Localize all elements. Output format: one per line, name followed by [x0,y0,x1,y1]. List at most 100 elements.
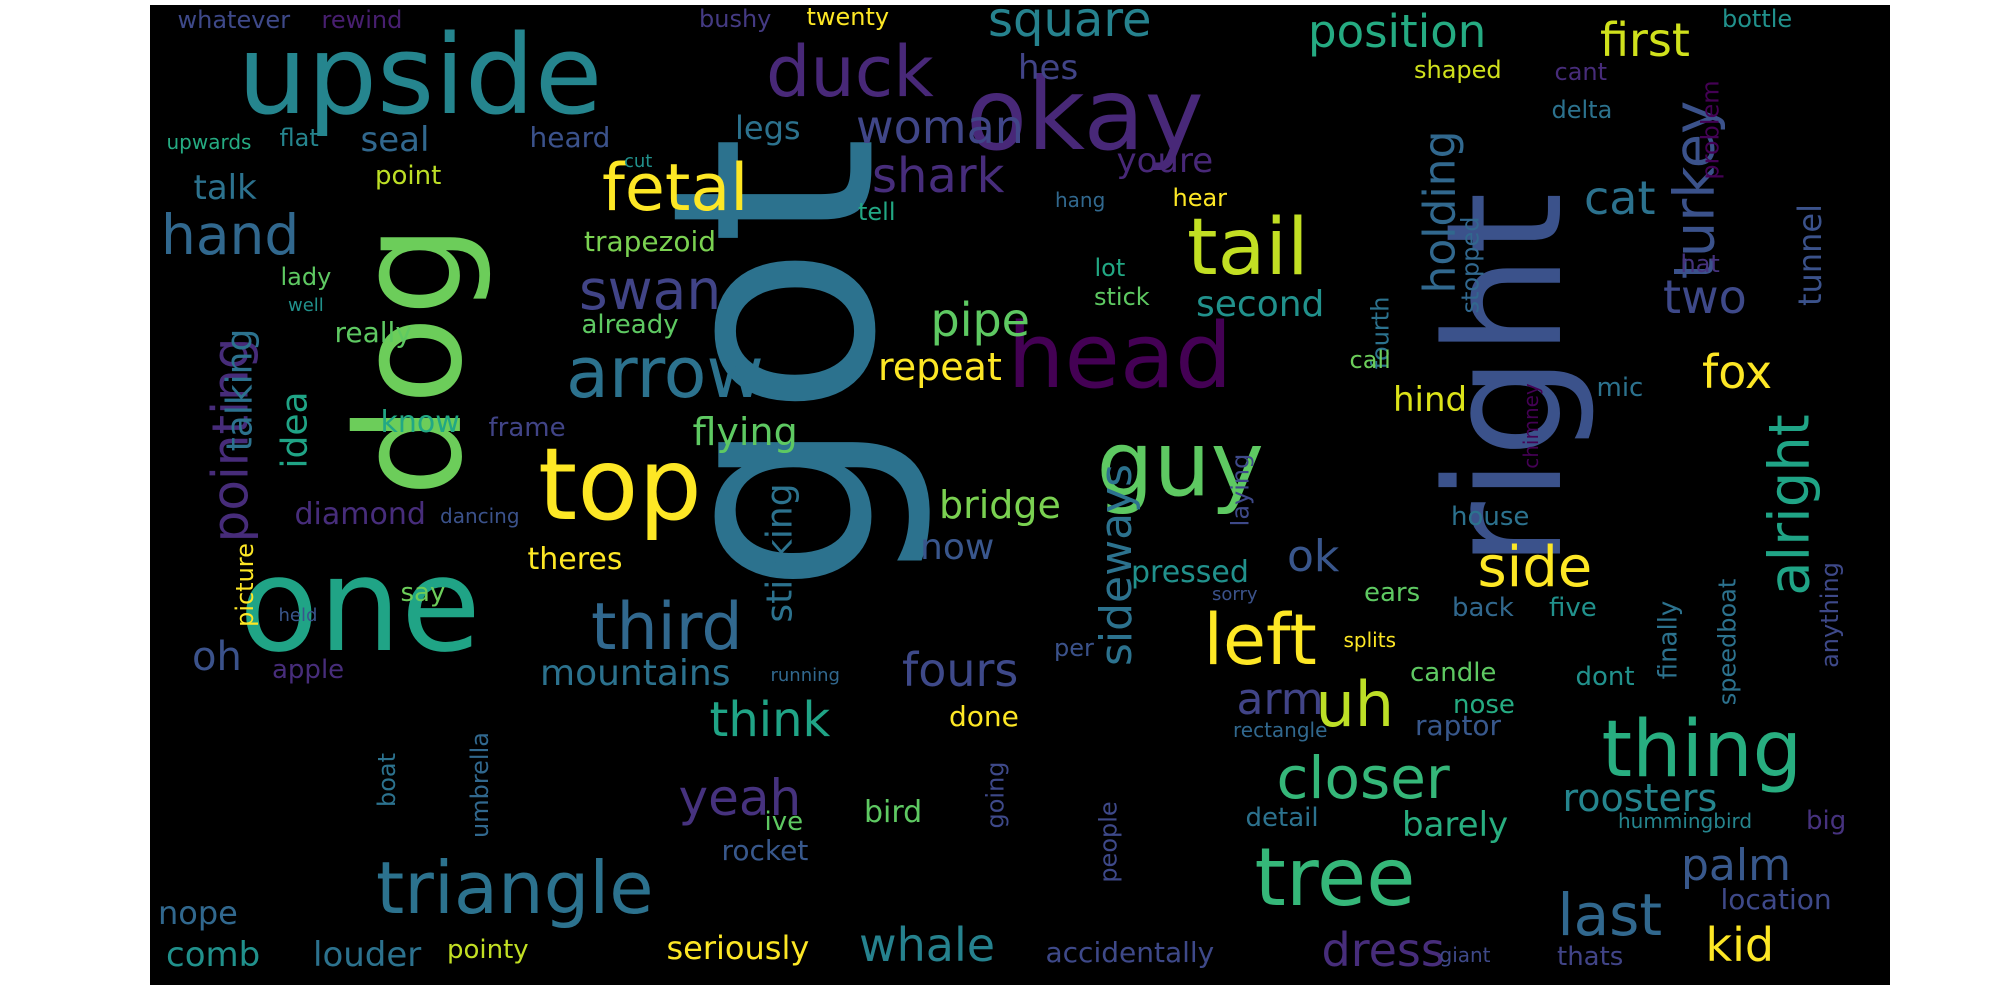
word-think: think [709,692,831,748]
word-mountains: mountains [540,653,731,694]
word-roosters: roosters [1562,776,1718,820]
word-one: one [239,529,481,681]
word-hear: hear [1172,184,1228,212]
word-closer: closer [1276,744,1450,812]
word-umbrella: umbrella [465,732,494,838]
word-ive: ive [764,807,804,837]
word-position: position [1308,5,1487,58]
word-fours: fours [902,643,1019,697]
word-seal: seal [360,120,430,160]
word-talking: talking [218,328,260,452]
word-tunnel: tunnel [1790,204,1829,306]
word-woman: woman [856,100,1024,154]
word-delta: delta [1551,96,1613,124]
word-per: per [1054,634,1094,662]
word-legs: legs [735,109,801,147]
word-well: well [288,295,324,316]
word-twenty: twenty [806,5,890,31]
word-splits: splits [1343,628,1397,652]
word-hind: hind [1393,380,1468,420]
word-fetal: fetal [602,150,749,226]
word-stick: stick [1094,283,1150,311]
word-stopped: stopped [1456,216,1485,314]
word-hes: hes [1018,48,1079,88]
word-cant: cant [1554,58,1608,86]
word-detail: detail [1245,803,1319,833]
word-raptor: raptor [1415,709,1502,742]
word-flat: flat [279,124,319,152]
word-okay: okay [966,56,1204,173]
word-top: top [538,426,702,543]
word-five: five [1549,593,1597,623]
word-back: back [1452,593,1514,623]
word-fox: fox [1702,345,1773,399]
word-heard: heard [529,121,611,154]
word-bridge: bridge [939,483,1061,527]
word-rocket: rocket [721,834,809,867]
word-done: done [949,700,1019,733]
word-kid: kid [1705,918,1775,972]
word-cloud: got right dog one upside okay head guy top triang… [150,5,1890,985]
word-hummingbird: hummingbird [1618,809,1753,833]
word-anything: anything [1815,562,1844,668]
word-dont: dont [1575,662,1635,692]
word-thing: thing [1601,705,1803,795]
word-point: point [375,161,442,191]
word-side: side [1477,535,1593,600]
word-alright: alright [1757,414,1823,596]
word-location: location [1720,883,1832,916]
word-duck: duck [766,31,934,113]
word-accidentally: accidentally [1045,936,1215,969]
word-running: running [770,665,840,686]
word-comb: comb [166,935,261,975]
word-last: last [1557,881,1663,949]
word-palm: palm [1681,840,1791,891]
word-chimney: chimney [1518,383,1543,469]
word-know: know [380,405,460,440]
word-house: house [1451,502,1530,532]
word-seriously: seriously [666,929,810,967]
word-giant: giant [1439,943,1491,967]
word-oh: oh [192,634,242,680]
word-square: square [988,5,1152,48]
word-nope: nope [158,894,238,932]
word-dancing: dancing [440,504,520,528]
word-finally: finally [1652,600,1683,680]
word-repeat: repeat [878,345,1002,389]
word-rectangle: rectangle [1233,718,1328,742]
word-speedboat: speedboat [1712,578,1741,706]
word-dog: dog [325,223,495,497]
word-say: say [400,578,446,608]
word-first: first [1600,13,1690,67]
word-nose: nose [1453,690,1515,720]
word-trapezoid: trapezoid [584,225,717,258]
word-theres: theres [527,542,623,577]
word-bird: bird [864,795,923,830]
word-upside: upside [237,11,603,139]
word-head: head [1007,304,1233,409]
word-tree: tree [1254,831,1416,924]
word-pressed: pressed [1131,555,1249,590]
word-apple: apple [272,655,345,685]
word-bushy: bushy [699,5,772,33]
word-ok: ok [1287,531,1340,582]
word-frame: frame [488,413,566,443]
word-shaped: shaped [1414,56,1502,84]
word-whatever: whatever [177,6,291,34]
word-two: two [1663,270,1747,324]
word-yeah: yeah [678,769,802,827]
word-laying: laying [1225,453,1254,527]
word-now: now [920,527,995,568]
word-pipe: pipe [930,293,1030,347]
word-swan: swan [579,257,722,322]
word-pointy: pointy [447,935,529,965]
word-mic: mic [1596,373,1644,403]
word-shark: shark [872,148,1005,204]
word-second: second [1196,284,1325,325]
word-lot: lot [1094,254,1126,282]
word-triangle: triangle [376,846,654,930]
word-youre: youre [1116,141,1214,181]
word-left: left [1203,599,1317,681]
word-held: held [278,605,318,626]
word-big: big [1806,806,1847,836]
